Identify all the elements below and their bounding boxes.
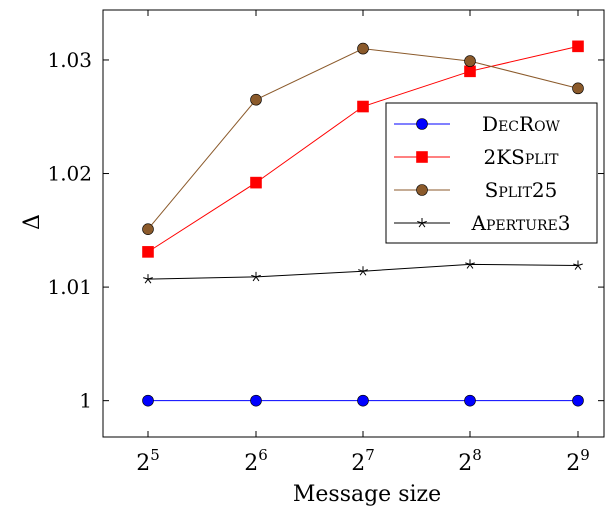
- data-point-aperture3: [465, 259, 475, 269]
- data-point-aperture3: [251, 271, 261, 282]
- legend-item-decrow: DecRow: [394, 112, 561, 136]
- data-point-split25: [357, 42, 369, 55]
- x-axis-label: Message size: [293, 482, 441, 507]
- plot-frame: [102, 9, 605, 438]
- data-point-decrow: [357, 394, 369, 407]
- legend-label: 2KSplit: [484, 145, 560, 169]
- series-decrow: [142, 394, 584, 407]
- data-point-split25: [142, 223, 154, 235]
- data-point-aperture3: [358, 266, 368, 276]
- x-axis-ticks: 25 26 27 28 29: [136, 10, 590, 476]
- data-point-decrow: [142, 394, 154, 407]
- x-tick-label: 28: [458, 446, 482, 476]
- data-point-2ksplit: [142, 246, 154, 258]
- legend-item-2ksplit: 2KSplit: [394, 145, 559, 169]
- data-point-2ksplit: [250, 176, 262, 189]
- legend-marker: [416, 184, 428, 196]
- data-point-split25: [572, 82, 584, 95]
- series-aperture3: [143, 259, 583, 284]
- x-tick-label: 27: [351, 446, 375, 476]
- legend: DecRow 2KSplit Split25 Aperture3: [385, 102, 598, 244]
- x-tick-label: 29: [566, 446, 590, 476]
- y-tick-label: 1.02: [47, 162, 92, 186]
- legend-marker: [416, 118, 428, 130]
- legend-item-aperture3: Aperture3: [394, 211, 571, 235]
- y-axis-ticks: 1 1.01 1.02 1.03: [47, 48, 604, 413]
- y-tick-label: 1: [79, 389, 92, 413]
- legend-label: Aperture3: [471, 211, 571, 235]
- y-tick-label: 1.03: [47, 48, 92, 72]
- y-axis-label: Δ: [20, 214, 45, 230]
- data-point-decrow: [464, 394, 476, 407]
- data-point-aperture3: [573, 260, 583, 270]
- data-point-split25: [250, 93, 262, 106]
- legend-marker: [416, 151, 428, 163]
- data-point-decrow: [250, 394, 262, 407]
- data-point-split25: [464, 55, 476, 67]
- data-point-2ksplit: [357, 100, 369, 113]
- y-tick-label: 1.01: [47, 275, 92, 299]
- legend-marker: [417, 218, 427, 228]
- data-point-2ksplit: [464, 65, 476, 78]
- legend-label: Split25: [485, 178, 558, 202]
- series-layer: [142, 40, 584, 407]
- x-tick-label: 25: [136, 446, 160, 476]
- series-2ksplit: [142, 40, 584, 258]
- data-point-aperture3: [143, 274, 153, 284]
- data-point-2ksplit: [572, 40, 584, 53]
- legend-item-split25: Split25: [394, 178, 557, 202]
- series-split25: [142, 42, 584, 235]
- legend-label: DecRow: [482, 112, 561, 136]
- data-point-decrow: [572, 394, 584, 407]
- x-tick-label: 26: [244, 446, 268, 476]
